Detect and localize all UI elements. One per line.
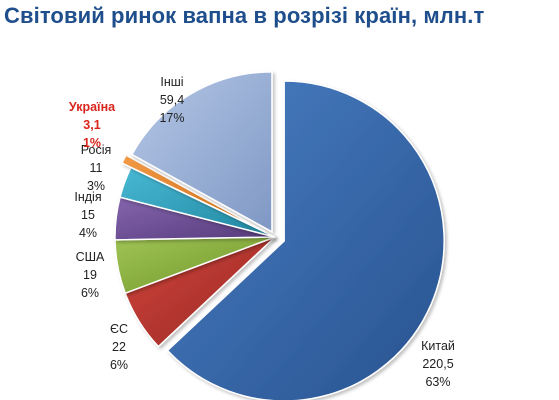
label-other-value: 59,4 bbox=[159, 93, 185, 107]
label-other: Інші 59,4 17% bbox=[146, 73, 198, 127]
chart-title: Світовий ринок вапна в розрізі країн, мл… bbox=[4, 3, 485, 28]
label-eu: ЄС 22 6% bbox=[94, 320, 144, 374]
label-india-pct: 4% bbox=[78, 226, 98, 240]
label-russia-name: Росія bbox=[80, 143, 112, 157]
label-ukraine: Україна 3,1 1% bbox=[55, 98, 129, 152]
label-china-name: Китай bbox=[421, 339, 455, 353]
label-usa-value: 19 bbox=[83, 268, 97, 282]
pie-slice-china bbox=[166, 80, 445, 400]
label-usa: США 19 6% bbox=[64, 248, 116, 302]
label-china: Китай 220,5 63% bbox=[412, 337, 464, 391]
label-russia: Росія 11 3% bbox=[70, 141, 122, 195]
label-other-pct: 17% bbox=[159, 111, 185, 125]
label-usa-pct: 6% bbox=[80, 286, 100, 300]
label-india: Індія 15 4% bbox=[62, 188, 114, 242]
label-eu-name: ЄС bbox=[109, 322, 128, 336]
label-ukraine-value: 3,1 bbox=[83, 118, 101, 132]
label-eu-value: 22 bbox=[112, 340, 126, 354]
label-ukraine-pct: 1% bbox=[82, 136, 102, 150]
label-usa-name: США bbox=[75, 250, 105, 264]
label-ukraine-name: Україна bbox=[68, 100, 116, 114]
label-india-value: 15 bbox=[81, 208, 95, 222]
label-eu-pct: 6% bbox=[109, 358, 129, 372]
pie-slice-ukraine bbox=[120, 154, 267, 234]
label-russia-pct: 3% bbox=[86, 179, 106, 193]
label-china-pct: 63% bbox=[425, 375, 451, 389]
label-other-name: Інші bbox=[160, 75, 184, 89]
pie-slice-other bbox=[130, 71, 273, 234]
label-russia-value: 11 bbox=[89, 161, 103, 175]
label-china-value: 220,5 bbox=[422, 357, 454, 371]
label-india-name: Індія bbox=[74, 190, 102, 204]
